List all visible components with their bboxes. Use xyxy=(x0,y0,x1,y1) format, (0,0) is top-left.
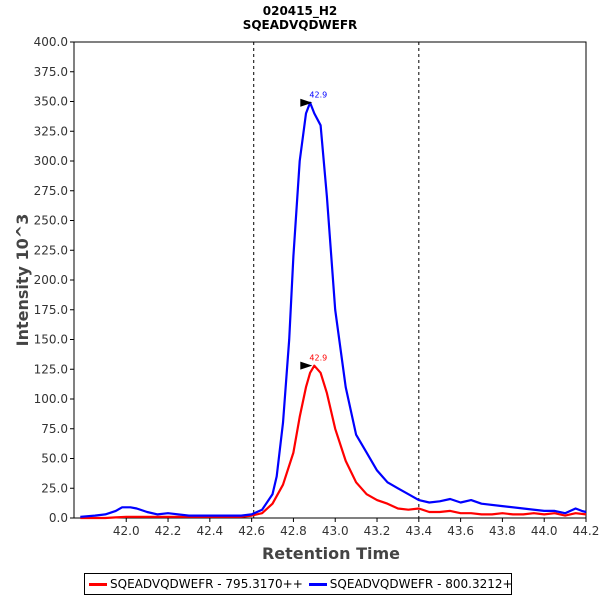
legend-label-light: SQEADVQDWEFR - 795.3170++ xyxy=(110,577,303,591)
y-tick-label: 400.0 xyxy=(34,35,68,49)
integration-bounds xyxy=(253,42,420,518)
x-tick-label: 42.0 xyxy=(113,524,140,538)
x-tick-label: 42.4 xyxy=(196,524,223,538)
x-tick-label: 43.4 xyxy=(405,524,432,538)
y-tick-label: 25.0 xyxy=(41,481,68,495)
legend-label-heavy: SQEADVQDWEFR - 800.3212++ (heavy) xyxy=(329,577,512,591)
y-tick-label: 225.0 xyxy=(34,243,68,257)
y-axis: 0.0 25.0 50.0 75.0 100.0 125.0 150.0 175.0 200.0… xyxy=(34,35,74,525)
legend-swatch-heavy xyxy=(308,582,327,586)
y-tick-label: 200.0 xyxy=(34,273,68,287)
y-tick-label: 175.0 xyxy=(34,303,68,317)
peak-marker-light xyxy=(300,361,313,370)
series-line-heavy xyxy=(80,101,587,518)
x-tick-label: 43.8 xyxy=(489,524,516,538)
x-tick-label: 43.2 xyxy=(364,524,391,538)
legend-item-heavy: SQEADVQDWEFR - 800.3212++ (heavy) xyxy=(308,577,512,591)
y-tick-label: 75.0 xyxy=(41,422,68,436)
chart-title: 020415_H2 xyxy=(263,4,338,19)
series-layer xyxy=(80,101,587,520)
x-tick-label: 43.0 xyxy=(322,524,349,538)
x-axis-label: Retention Time xyxy=(262,544,400,563)
x-tick-label: 43.6 xyxy=(447,524,474,538)
y-tick-label: 300.0 xyxy=(34,154,68,168)
series-line-light xyxy=(80,364,587,520)
legend-swatch-light xyxy=(89,582,107,586)
legend-item-light: SQEADVQDWEFR - 795.3170++ xyxy=(89,577,303,591)
y-tick-label: 125.0 xyxy=(34,362,68,376)
peak-annotations: 42.9 42.9 xyxy=(300,91,327,370)
y-tick-label: 275.0 xyxy=(34,184,68,198)
y-tick-label: 325.0 xyxy=(34,124,68,138)
y-tick-label: 0.0 xyxy=(49,511,68,525)
y-tick-label: 375.0 xyxy=(34,65,68,79)
x-tick-label: 42.2 xyxy=(155,524,182,538)
y-tick-label: 250.0 xyxy=(34,214,68,228)
peak-marker-heavy xyxy=(300,98,313,107)
x-axis: 42.0 42.2 42.4 42.6 42.8 43.0 43.2 43.4 43.6 43.8… xyxy=(113,518,599,538)
peak-label-light: 42.9 xyxy=(309,354,327,363)
peak-label-heavy: 42.9 xyxy=(309,91,327,100)
y-tick-label: 350.0 xyxy=(34,95,68,109)
chart-subtitle: SQEADVQDWEFR xyxy=(243,18,358,32)
y-tick-label: 50.0 xyxy=(41,452,68,466)
x-tick-label: 44.0 xyxy=(531,524,558,538)
y-axis-label: Intensity 10^3 xyxy=(13,214,32,347)
x-tick-label: 42.8 xyxy=(280,524,307,538)
x-tick-label: 42.6 xyxy=(238,524,265,538)
x-tick-label: 44.2 xyxy=(573,524,600,538)
y-tick-label: 100.0 xyxy=(34,392,68,406)
plot-area xyxy=(73,41,587,519)
y-tick-label: 150.0 xyxy=(34,333,68,347)
legend: SQEADVQDWEFR - 795.3170++ SQEADVQDWEFR -… xyxy=(84,573,512,595)
